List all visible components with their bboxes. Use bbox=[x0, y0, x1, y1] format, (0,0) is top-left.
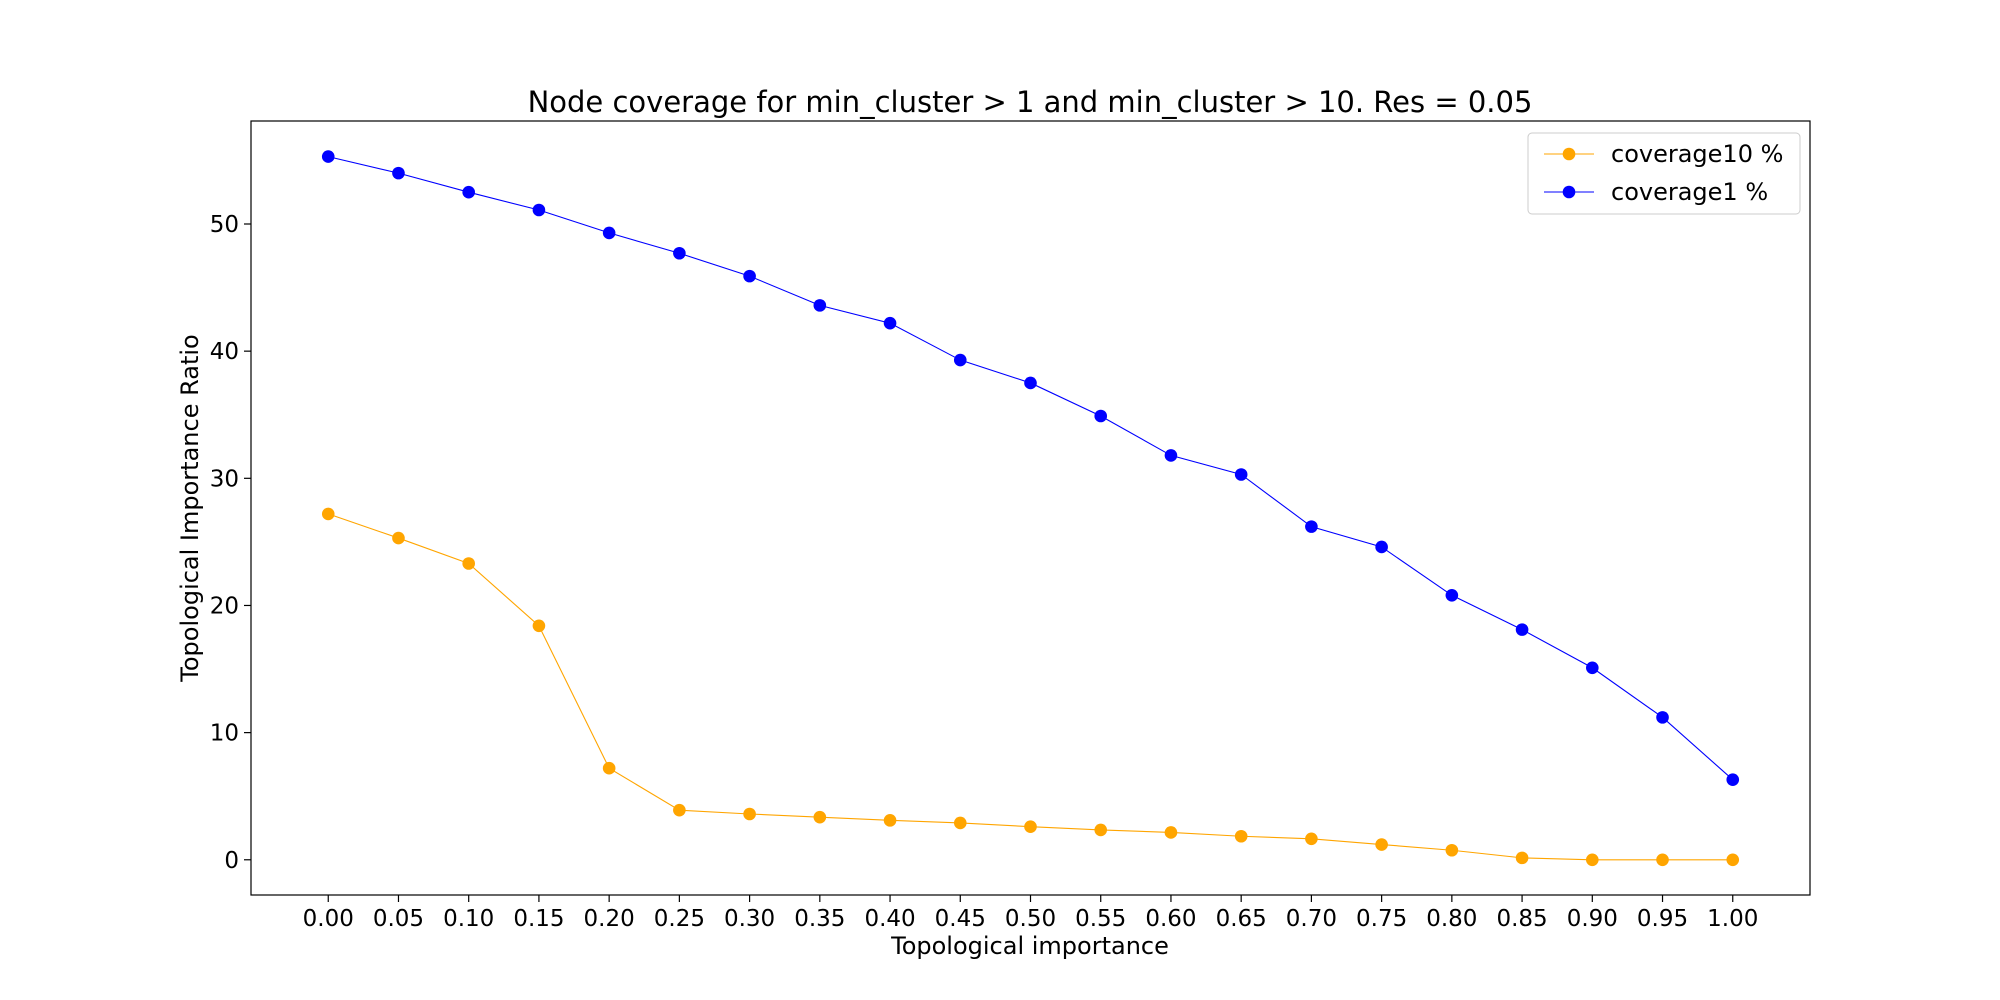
series-coverage10 bbox=[321, 507, 1740, 867]
data-point bbox=[1586, 661, 1599, 675]
y-tick-label: 20 bbox=[210, 593, 239, 619]
x-tick-label: 0.15 bbox=[513, 906, 564, 932]
data-point bbox=[1305, 832, 1318, 846]
y-tick-label: 10 bbox=[210, 721, 239, 747]
data-point bbox=[1234, 829, 1248, 843]
x-tick-label: 0.25 bbox=[654, 906, 705, 932]
data-point bbox=[1305, 520, 1318, 533]
x-tick-label: 0.60 bbox=[1145, 906, 1196, 932]
data-point bbox=[1586, 853, 1599, 867]
x-tick-label: 0.35 bbox=[794, 906, 845, 932]
data-point bbox=[1164, 449, 1178, 462]
x-tick-label: 0.75 bbox=[1356, 906, 1407, 932]
data-point bbox=[602, 226, 616, 240]
data-point bbox=[462, 557, 475, 570]
x-tick-label: 0.90 bbox=[1567, 906, 1618, 932]
x-axis: 0.00 0.05 0.10 0.15 0.20 0.25 0.30 0.35 0.40 0.45… bbox=[303, 895, 1758, 932]
y-axis: 0 10 20 30 40 50 bbox=[210, 212, 251, 874]
y-axis-label: Topological Importance Ratio bbox=[176, 334, 204, 682]
data-point bbox=[1656, 711, 1669, 724]
data-point bbox=[532, 619, 546, 633]
x-tick-label: 0.20 bbox=[584, 906, 635, 932]
data-point bbox=[1375, 838, 1388, 851]
x-tick-label: 0.55 bbox=[1075, 906, 1126, 932]
data-point bbox=[1445, 588, 1459, 602]
data-point bbox=[813, 299, 827, 312]
data-point bbox=[1024, 820, 1037, 834]
series-layer bbox=[321, 150, 1740, 867]
data-point bbox=[1024, 376, 1037, 390]
x-tick-label: 0.45 bbox=[935, 906, 986, 932]
legend-label: coverage10 % bbox=[1611, 140, 1783, 168]
x-tick-label: 0.50 bbox=[1005, 906, 1056, 932]
x-tick-label: 0.65 bbox=[1216, 906, 1267, 932]
data-point bbox=[1375, 540, 1388, 554]
data-point bbox=[1726, 773, 1740, 786]
data-point bbox=[673, 246, 686, 260]
x-tick-label: 0.00 bbox=[303, 906, 354, 932]
data-point bbox=[392, 531, 405, 545]
data-point bbox=[1164, 826, 1178, 839]
data-point bbox=[883, 316, 897, 330]
legend-box bbox=[1527, 132, 1801, 215]
data-point bbox=[953, 816, 967, 830]
data-point bbox=[883, 814, 897, 827]
x-tick-label: 0.95 bbox=[1637, 906, 1688, 932]
y-tick-label: 40 bbox=[210, 339, 239, 365]
data-point bbox=[392, 166, 405, 180]
y-tick-label: 0 bbox=[224, 848, 239, 874]
legend-marker bbox=[1562, 147, 1576, 161]
data-point bbox=[673, 803, 686, 817]
x-tick-label: 0.70 bbox=[1286, 906, 1337, 932]
legend-marker bbox=[1562, 185, 1576, 199]
data-point bbox=[1726, 853, 1740, 867]
x-tick-label: 0.30 bbox=[724, 906, 775, 932]
data-point bbox=[321, 507, 335, 521]
x-axis-label: Topological importance bbox=[890, 932, 1169, 960]
x-tick-label: 0.05 bbox=[373, 906, 424, 932]
x-tick-label: 0.40 bbox=[864, 906, 915, 932]
data-point bbox=[1094, 823, 1108, 837]
x-tick-label: 0.85 bbox=[1496, 906, 1547, 932]
data-point bbox=[1445, 843, 1459, 857]
series-coverage1 bbox=[321, 150, 1740, 786]
legend-label: coverage1 % bbox=[1611, 178, 1768, 206]
x-tick-label: 0.10 bbox=[443, 906, 494, 932]
data-point bbox=[532, 203, 546, 217]
data-point bbox=[813, 810, 827, 824]
legend: coverage10 % coverage1 % bbox=[1527, 132, 1801, 215]
chart-title: Node coverage for min_cluster > 1 and mi… bbox=[528, 85, 1533, 119]
data-point bbox=[602, 761, 616, 775]
data-point bbox=[953, 353, 967, 367]
x-tick-label: 0.80 bbox=[1426, 906, 1477, 932]
data-point bbox=[743, 269, 756, 283]
y-tick-label: 30 bbox=[210, 466, 239, 492]
data-point bbox=[1515, 851, 1529, 865]
x-tick-label: 1.00 bbox=[1707, 906, 1758, 932]
data-point bbox=[1094, 409, 1108, 423]
data-point bbox=[1234, 468, 1248, 481]
data-point bbox=[321, 150, 335, 163]
y-tick-label: 50 bbox=[210, 212, 239, 238]
data-point bbox=[1656, 853, 1669, 867]
data-point bbox=[1515, 623, 1529, 636]
data-point bbox=[462, 185, 475, 199]
data-point bbox=[743, 807, 756, 821]
